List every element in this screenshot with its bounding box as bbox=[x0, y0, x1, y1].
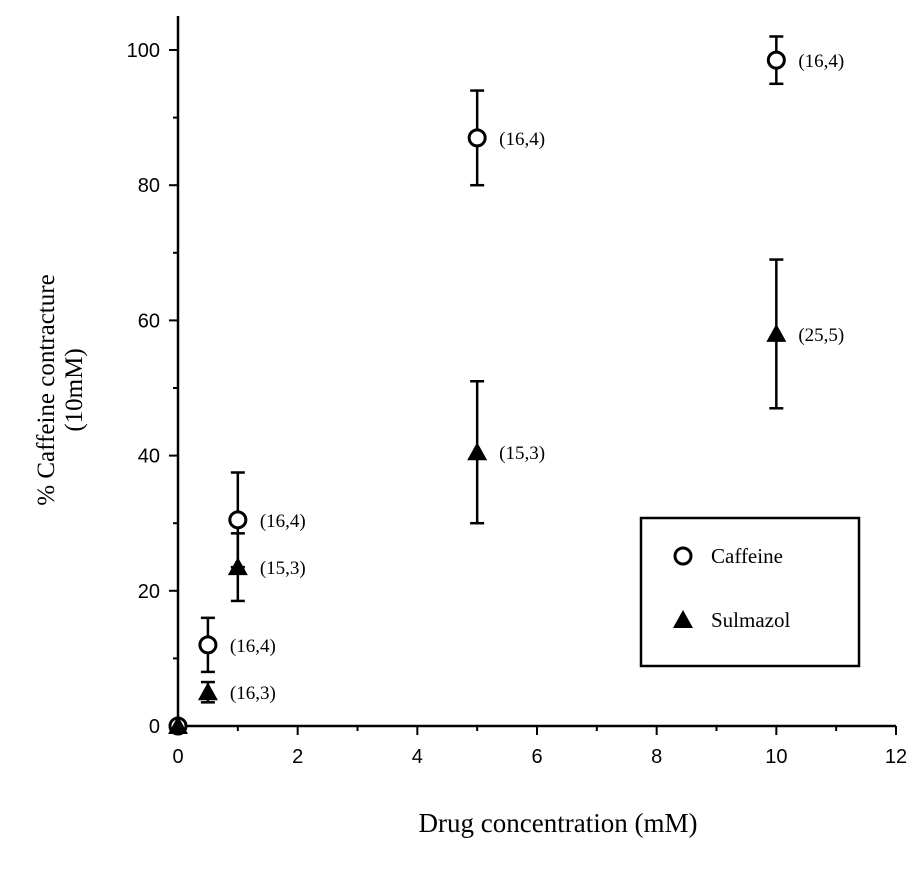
point-label-sulmazol: (25,5) bbox=[798, 325, 844, 346]
y-tick-label: 40 bbox=[138, 446, 160, 468]
x-tick-label: 4 bbox=[412, 746, 423, 768]
legend-label-sulmazol: Sulmazol bbox=[711, 608, 790, 632]
point-label-sulmazol: (15,3) bbox=[499, 443, 545, 464]
legend-symbol-sulmazol bbox=[673, 610, 693, 628]
marker-caffeine bbox=[766, 50, 786, 70]
x-tick-label: 6 bbox=[531, 746, 542, 768]
point-label-caffeine: (16,4) bbox=[798, 51, 844, 72]
marker-caffeine bbox=[228, 510, 248, 530]
y-tick-label: 100 bbox=[127, 40, 160, 62]
legend-box bbox=[639, 516, 861, 668]
marker-caffeine bbox=[198, 635, 218, 655]
y-tick-label: 60 bbox=[138, 310, 160, 332]
y-tick-label: 20 bbox=[138, 581, 160, 603]
legend: Caffeine Sulmazol bbox=[639, 516, 861, 668]
y-axis-label-line-2: (10mM) bbox=[61, 348, 88, 431]
data-markers bbox=[168, 50, 787, 736]
legend-symbol-caffeine bbox=[673, 546, 693, 566]
marker-sulmazol bbox=[168, 716, 188, 734]
point-label-caffeine: (16,4) bbox=[230, 636, 276, 657]
marker-sulmazol bbox=[467, 442, 488, 461]
point-label-sulmazol: (16,3) bbox=[230, 683, 276, 704]
x-axis-label: Drug concentration (mM) bbox=[419, 808, 698, 838]
x-tick-label: 12 bbox=[885, 746, 907, 768]
marker-sulmazol bbox=[766, 323, 787, 342]
marker-sulmazol bbox=[227, 557, 248, 576]
y-axis-label-line-1: % Caffeine contracture bbox=[33, 274, 60, 505]
y-tick-label: 80 bbox=[138, 175, 160, 197]
point-annotations: (16,4) (16,4) (16,4) (16,4) (16,3) (15,3) (15,… bbox=[230, 51, 844, 704]
legend-label-caffeine: Caffeine bbox=[711, 544, 783, 568]
y-tick-label: 0 bbox=[149, 716, 160, 738]
point-label-caffeine: (16,4) bbox=[499, 129, 545, 150]
point-label-caffeine: (16,4) bbox=[260, 511, 306, 532]
axes: 0 20 40 60 80 100 0 2 4 6 8 10 12 bbox=[127, 16, 907, 768]
x-tick-label: 10 bbox=[765, 746, 787, 768]
marker-caffeine bbox=[467, 128, 487, 148]
x-tick-label: 2 bbox=[292, 746, 303, 768]
marker-sulmazol bbox=[197, 682, 218, 701]
x-tick-label: 0 bbox=[172, 746, 183, 768]
point-label-sulmazol: (15,3) bbox=[260, 558, 306, 579]
x-tick-label: 8 bbox=[651, 746, 662, 768]
